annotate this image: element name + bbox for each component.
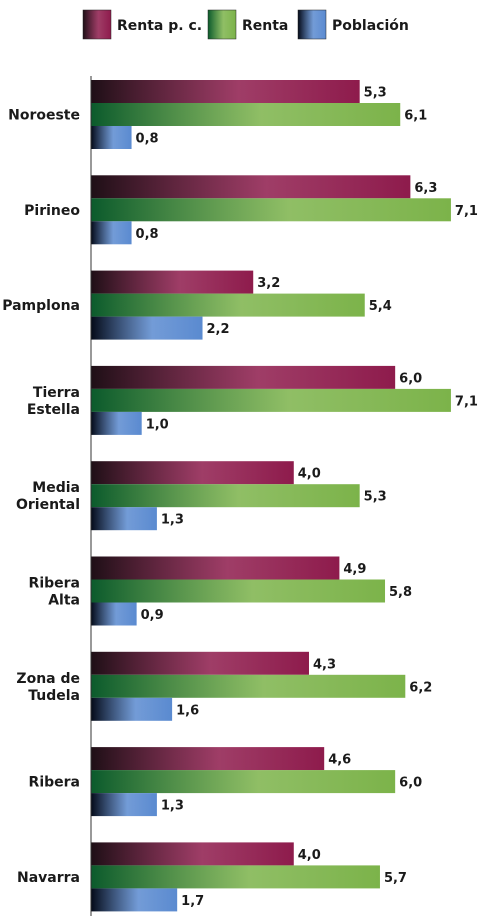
category-label-4-line-1: Tierra — [33, 385, 80, 401]
bars-layer: 5,3 6,1 0,8 6,3 7,1 0,8 3,2 5,4 2,2 6,0 7,1 1,0 4,0 5… — [91, 80, 478, 912]
value-label-2-9: 5,7 — [384, 871, 407, 886]
value-label-3-8: 1,3 — [161, 799, 184, 814]
value-label-1-4: 6,0 — [399, 371, 422, 386]
legend-label-3: Población — [332, 18, 409, 34]
value-label-1-9: 4,0 — [298, 848, 321, 863]
value-label-1-7: 4,3 — [313, 657, 336, 672]
category-label-9: Navarra — [17, 870, 80, 886]
value-label-3-9: 1,7 — [181, 894, 204, 909]
bar-2-5 — [91, 484, 360, 508]
value-label-3-1: 0,8 — [136, 132, 159, 147]
value-label-3-4: 1,0 — [146, 417, 169, 432]
bar-1-9 — [91, 842, 294, 866]
value-label-3-3: 2,2 — [207, 322, 230, 337]
legend: Renta p. c. Renta Población — [82, 9, 409, 40]
bar-2-3 — [91, 293, 365, 317]
bar-3-3 — [91, 316, 203, 340]
value-label-3-2: 0,8 — [136, 227, 159, 242]
category-label-6-line-1: Ribera — [29, 576, 80, 592]
bar-2-6 — [91, 579, 386, 603]
bar-2-2 — [91, 198, 451, 222]
legend-label-1: Renta p. c. — [117, 18, 202, 34]
value-label-2-6: 5,8 — [389, 585, 412, 600]
value-label-2-1: 6,1 — [404, 109, 427, 124]
bar-3-1 — [91, 126, 132, 149]
value-label-1-2: 6,3 — [414, 181, 437, 196]
category-label-7-line-2: Tudela — [28, 688, 80, 704]
legend-swatch-1 — [82, 9, 112, 40]
category-label-1: Noroeste — [8, 108, 80, 124]
value-label-1-3: 3,2 — [257, 276, 280, 291]
category-label-5-line-2: Oriental — [16, 497, 80, 513]
bar-2-8 — [91, 770, 396, 794]
bar-3-9 — [91, 888, 178, 912]
category-label-3: Pamplona — [2, 298, 80, 314]
bar-1-2 — [91, 175, 411, 199]
value-label-3-5: 1,3 — [161, 513, 184, 528]
category-label-7-line-1: Zona de — [16, 671, 80, 687]
value-label-2-7: 6,2 — [409, 680, 432, 695]
value-label-1-6: 4,9 — [343, 562, 366, 577]
legend-swatch-3 — [297, 9, 327, 40]
value-label-2-8: 6,0 — [399, 776, 422, 791]
bar-2-9 — [91, 865, 380, 889]
bar-1-8 — [91, 747, 325, 771]
category-label-2: Pirineo — [24, 203, 80, 219]
value-label-3-6: 0,9 — [141, 608, 164, 623]
bar-1-6 — [91, 556, 340, 580]
value-label-1-1: 5,3 — [364, 86, 387, 101]
value-label-2-5: 5,3 — [364, 490, 387, 505]
value-label-2-2: 7,1 — [455, 204, 478, 219]
value-label-3-7: 1,6 — [176, 703, 199, 718]
bar-3-7 — [91, 697, 173, 721]
value-label-2-4: 7,1 — [455, 394, 478, 409]
bar-3-6 — [91, 602, 137, 626]
value-label-2-3: 5,4 — [369, 299, 392, 314]
value-label-1-8: 4,6 — [328, 753, 351, 768]
bar-2-4 — [91, 388, 451, 412]
category-label-4-line-2: Estella — [27, 402, 80, 418]
category-label-5-line-1: Media — [32, 480, 80, 496]
bar-3-4 — [91, 411, 142, 435]
bar-3-5 — [91, 507, 157, 531]
bar-1-7 — [91, 651, 309, 675]
bar-2-1 — [91, 103, 401, 126]
legend-label-2: Renta — [242, 18, 288, 34]
value-label-1-5: 4,0 — [298, 467, 321, 482]
bar-1-1 — [91, 80, 360, 103]
category-label-6-line-2: Alta — [48, 593, 80, 609]
legend-swatch-2 — [207, 9, 237, 40]
bar-3-8 — [91, 793, 157, 817]
category-label-8: Ribera — [29, 775, 80, 791]
bar-1-5 — [91, 461, 294, 485]
bar-1-3 — [91, 270, 254, 294]
bar-3-2 — [91, 221, 132, 245]
bar-1-4 — [91, 365, 396, 389]
bar-2-7 — [91, 674, 406, 698]
